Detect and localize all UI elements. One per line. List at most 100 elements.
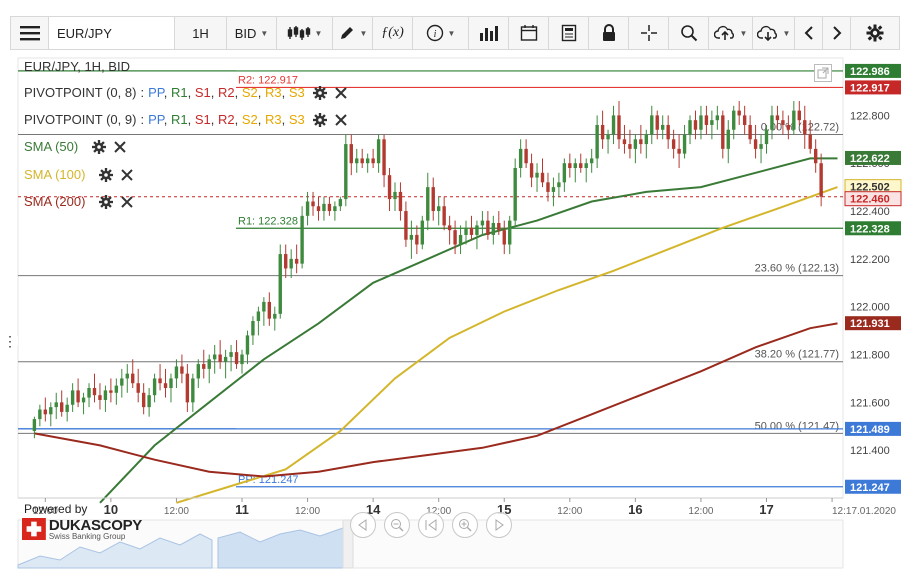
zoom-out-button[interactable]: [384, 512, 410, 538]
upload-button[interactable]: ▼: [709, 17, 753, 49]
candle-body: [748, 124, 752, 140]
drag-dots-icon: ⋮: [3, 333, 17, 349]
chevron-down-icon: ▼: [314, 28, 323, 38]
candle-body: [540, 172, 545, 183]
chart-type-button[interactable]: ▼: [277, 17, 333, 49]
reset-button[interactable]: [418, 512, 444, 538]
calendar-button[interactable]: [509, 17, 549, 49]
nav-forward-button[interactable]: [486, 512, 512, 538]
pivot-2-items: PP, R1, S1, R2, S2, R3, S3: [148, 112, 305, 127]
candle-body: [289, 258, 293, 269]
candle-body: [256, 311, 261, 322]
candle-body: [699, 115, 703, 130]
candle-body: [120, 378, 124, 386]
pivot-sep: ,: [257, 112, 265, 127]
chevron-down-icon: ▼: [260, 28, 269, 38]
close-icon[interactable]: [121, 168, 134, 181]
navigator-handle: [342, 519, 354, 569]
download-button[interactable]: ▼: [753, 17, 795, 49]
fib-label: 38.20 % (121.77): [755, 349, 839, 361]
volume-button[interactable]: [469, 17, 509, 49]
y-tick-label: 121.400: [850, 445, 890, 457]
candle-body: [639, 139, 643, 145]
instrument-select[interactable]: EUR/JPY: [49, 17, 175, 49]
gear-icon[interactable]: [99, 167, 114, 182]
lock-icon: [602, 24, 615, 41]
scroll-right-button[interactable]: [823, 17, 851, 49]
zoom-in-button[interactable]: [452, 512, 478, 538]
dukascopy-logo: Powered by DUKASCOPY Swiss Banking Group: [22, 502, 142, 546]
chevron-down-icon: ▼: [739, 28, 748, 38]
menu-button[interactable]: [11, 17, 49, 49]
candle-body: [808, 134, 812, 149]
settings-button[interactable]: [851, 17, 899, 49]
gear-icon[interactable]: [92, 139, 107, 154]
candle-body: [803, 120, 807, 135]
candle-body: [464, 227, 468, 235]
info-icon: i: [426, 24, 443, 42]
candle-body: [551, 187, 556, 192]
candle-body: [573, 163, 577, 168]
candle-body: [65, 404, 69, 412]
gear-icon[interactable]: [99, 194, 114, 209]
close-icon[interactable]: [121, 195, 134, 208]
candle-body: [70, 390, 75, 405]
swiss-cross-icon: [22, 517, 46, 541]
news-button[interactable]: [549, 17, 589, 49]
pivot-levels: R2: 122.917 R1: 122.328 PP: 121.247: [18, 70, 843, 488]
candle-body: [819, 163, 823, 197]
info-button[interactable]: i ▼: [413, 17, 469, 49]
candle-body: [98, 395, 102, 400]
sma-lines: [34, 157, 838, 504]
scroll-left-button[interactable]: [795, 17, 823, 49]
price-chart[interactable]: 0.00 % (122.72) 23.60 % (122.13) 38.20 % (…: [0, 50, 904, 571]
close-icon[interactable]: [114, 140, 126, 153]
toolbar: EUR/JPY 1H BID ▼ ▼ ▼ ƒ(x) i ▼: [10, 16, 900, 50]
candle-body: [262, 301, 266, 312]
chart-area[interactable]: 0.00 % (122.72) 23.60 % (122.13) 38.20 % (…: [0, 50, 904, 571]
close-icon[interactable]: [335, 86, 347, 99]
close-icon[interactable]: [335, 113, 347, 126]
draw-button[interactable]: ▼: [333, 17, 373, 49]
level-tag-pp-bg: [845, 479, 901, 494]
calendar-icon: [520, 25, 537, 41]
candle-body: [666, 124, 670, 140]
indicators-button[interactable]: ƒ(x): [373, 17, 413, 49]
last-price-tag-bg: [844, 191, 902, 207]
level-label-r1: R1: 122.328: [238, 215, 298, 227]
expand-button[interactable]: [814, 64, 832, 82]
gear-icon[interactable]: [312, 85, 327, 100]
pivot-item-r3: R3: [264, 85, 282, 100]
pivot-sep: ,: [187, 112, 195, 127]
zoom-button[interactable]: [669, 17, 709, 49]
candle-body: [677, 148, 681, 154]
candle-body: [234, 352, 239, 365]
crosshair-button[interactable]: [629, 17, 669, 49]
nav-back-button[interactable]: [350, 512, 376, 538]
sma-200-label: SMA (200): [24, 194, 86, 209]
candle-body: [786, 124, 791, 130]
candle-body: [338, 199, 343, 207]
candle-body: [431, 187, 435, 212]
y-tick-label: 122.400: [850, 206, 890, 218]
candle-body: [502, 230, 506, 245]
hamburger-icon: [19, 26, 40, 41]
side-select[interactable]: BID ▼: [227, 17, 277, 49]
cloud-download-icon: [756, 25, 777, 42]
candle-body: [426, 187, 430, 221]
pivot-sep: ,: [163, 112, 171, 127]
pivot-2-colon: :: [140, 112, 145, 127]
pivot-sep: ,: [210, 85, 218, 100]
lock-button[interactable]: [589, 17, 629, 49]
legend-pivot-2: PIVOTPOINT (0, 9) : PP, R1, S1, R2, S2, …: [24, 112, 347, 127]
candle-body: [469, 227, 474, 235]
fib-label: 50.00 % (121.47): [755, 420, 839, 432]
candle-body: [174, 366, 179, 379]
pencil-icon: [340, 27, 353, 39]
gear-icon[interactable]: [312, 112, 327, 127]
sma-tag-bg: [845, 150, 901, 165]
gear-icon: [866, 24, 884, 42]
candle-body: [278, 254, 282, 314]
timeframe-select[interactable]: 1H: [175, 17, 227, 49]
candle-body: [218, 354, 222, 362]
